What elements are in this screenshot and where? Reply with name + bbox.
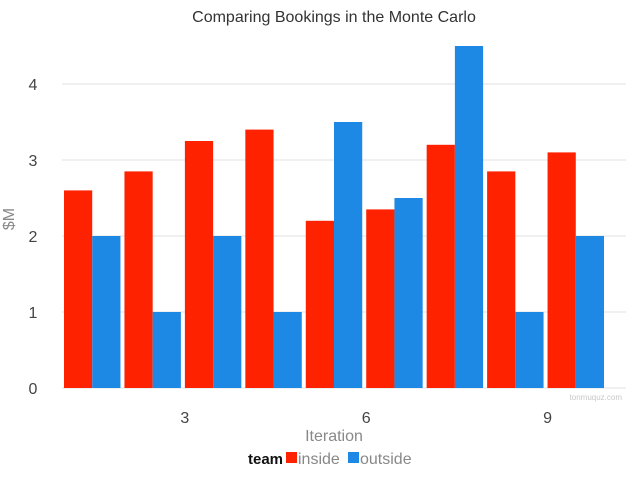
y-axis-label: $M <box>1 208 18 230</box>
bar-inside-9 <box>547 152 576 388</box>
watermark: tonmuquz.com <box>570 393 623 402</box>
bar-inside-2 <box>124 171 153 388</box>
bar-outside-3 <box>213 236 242 388</box>
x-tick-label: 3 <box>180 410 189 427</box>
x-axis-label: Iteration <box>305 428 363 445</box>
bar-inside-3 <box>184 141 214 388</box>
bar-inside-7 <box>426 144 455 388</box>
x-tick-label: 6 <box>362 410 371 427</box>
y-tick-label: 0 <box>29 381 38 398</box>
bar-outside-8 <box>515 312 544 388</box>
bar-outside-9 <box>575 236 604 388</box>
bar-outside-4 <box>273 312 302 388</box>
legend-swatch-outside <box>348 452 359 463</box>
bar-inside-8 <box>487 171 516 388</box>
y-axis-ticks: 0 1 2 3 4 <box>29 77 38 398</box>
legend-label-outside: outside <box>360 451 412 468</box>
bar-inside-1 <box>64 190 93 388</box>
bar-outside-2 <box>152 312 181 388</box>
bar-outside-7 <box>454 46 484 388</box>
bar-inside-4 <box>245 129 274 388</box>
y-tick-label: 2 <box>29 229 38 246</box>
x-axis-ticks: 3 6 9 <box>180 410 552 427</box>
legend-title: team <box>248 451 283 468</box>
bars <box>64 46 604 388</box>
bar-outside-5 <box>334 122 363 388</box>
y-tick-label: 4 <box>29 77 38 94</box>
bar-inside-6 <box>366 209 395 388</box>
bar-outside-6 <box>394 198 423 388</box>
y-tick-label: 1 <box>29 305 38 322</box>
bar-inside-5 <box>305 220 334 388</box>
bar-outside-1 <box>92 236 121 388</box>
chart-title: Comparing Bookings in the Monte Carlo <box>192 9 476 26</box>
x-tick-label: 9 <box>543 410 552 427</box>
legend-label-inside: inside <box>298 451 340 468</box>
y-tick-label: 3 <box>29 153 38 170</box>
legend-swatch-inside <box>286 452 297 463</box>
legend: team inside outside <box>248 451 412 468</box>
